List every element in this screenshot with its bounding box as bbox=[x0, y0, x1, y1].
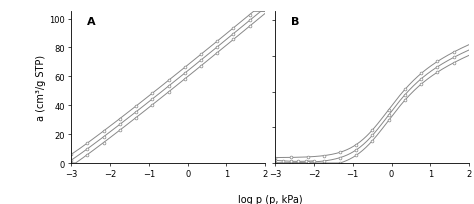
Text: log p (p, kPa): log p (p, kPa) bbox=[238, 194, 302, 204]
Text: B: B bbox=[291, 17, 299, 27]
Y-axis label: a (cm³/g STP): a (cm³/g STP) bbox=[36, 55, 46, 121]
Text: A: A bbox=[87, 17, 95, 27]
